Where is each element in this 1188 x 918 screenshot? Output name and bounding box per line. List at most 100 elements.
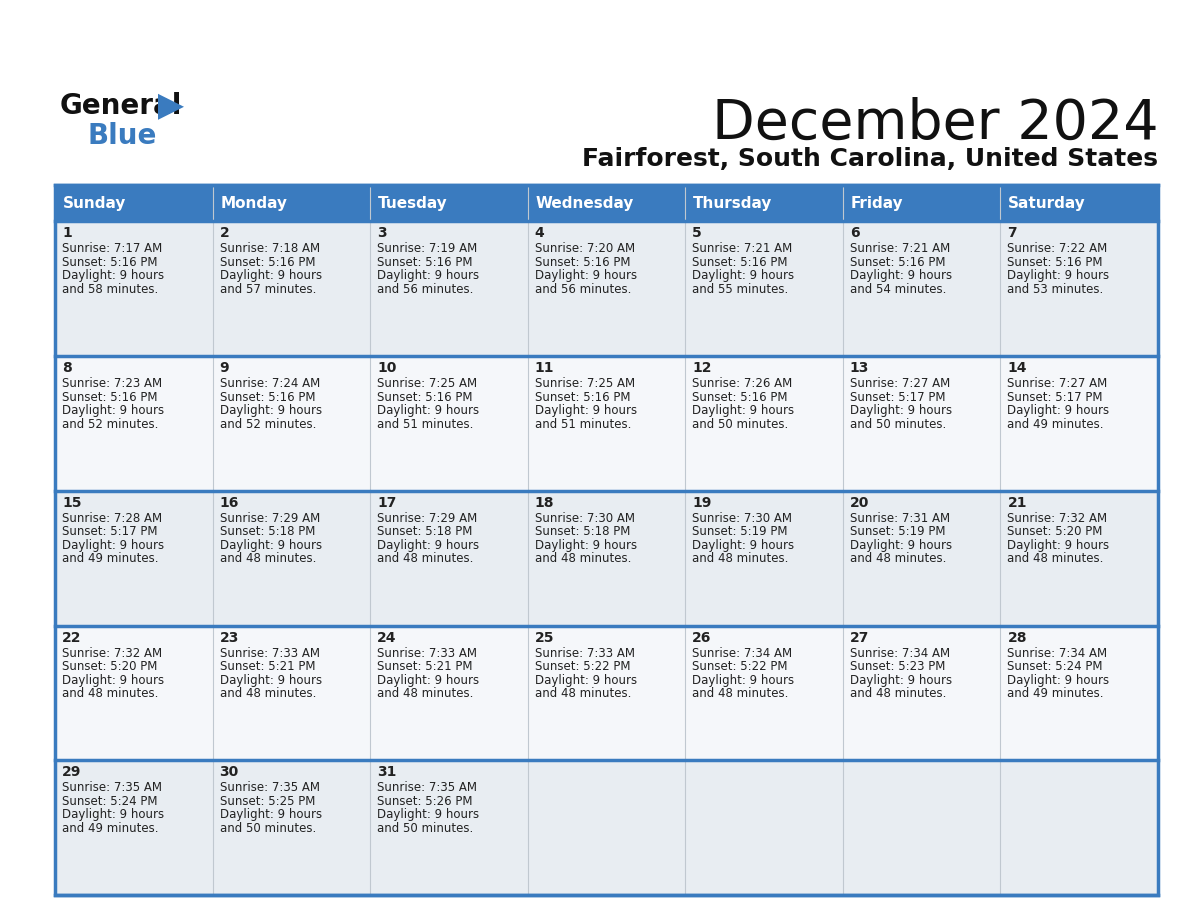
Text: and 56 minutes.: and 56 minutes. xyxy=(535,283,631,296)
Text: Sunset: 5:26 PM: Sunset: 5:26 PM xyxy=(377,795,473,808)
Text: Sunrise: 7:32 AM: Sunrise: 7:32 AM xyxy=(62,646,162,660)
Text: Daylight: 9 hours: Daylight: 9 hours xyxy=(62,404,164,417)
Text: Sunrise: 7:25 AM: Sunrise: 7:25 AM xyxy=(535,377,634,390)
Text: 14: 14 xyxy=(1007,361,1026,375)
Bar xyxy=(213,625,371,760)
Text: Daylight: 9 hours: Daylight: 9 hours xyxy=(693,270,795,283)
Text: 28: 28 xyxy=(1007,631,1026,644)
Text: and 48 minutes.: and 48 minutes. xyxy=(693,553,789,565)
Bar xyxy=(842,185,1000,221)
Bar xyxy=(213,185,371,221)
Text: and 49 minutes.: and 49 minutes. xyxy=(1007,418,1104,431)
Text: Sunrise: 7:33 AM: Sunrise: 7:33 AM xyxy=(377,646,478,660)
Text: and 48 minutes.: and 48 minutes. xyxy=(377,687,474,700)
Bar xyxy=(1000,221,1158,356)
Text: 19: 19 xyxy=(693,496,712,509)
Text: and 49 minutes.: and 49 minutes. xyxy=(62,553,158,565)
Text: Daylight: 9 hours: Daylight: 9 hours xyxy=(1007,270,1110,283)
Text: Daylight: 9 hours: Daylight: 9 hours xyxy=(62,674,164,687)
Text: 30: 30 xyxy=(220,766,239,779)
Text: Sunrise: 7:23 AM: Sunrise: 7:23 AM xyxy=(62,377,162,390)
Text: Daylight: 9 hours: Daylight: 9 hours xyxy=(849,539,952,552)
Text: Sunrise: 7:34 AM: Sunrise: 7:34 AM xyxy=(1007,646,1107,660)
Bar xyxy=(685,356,842,491)
Text: Sunrise: 7:27 AM: Sunrise: 7:27 AM xyxy=(849,377,950,390)
Bar xyxy=(55,185,213,221)
Text: 4: 4 xyxy=(535,227,544,241)
Text: Sunrise: 7:32 AM: Sunrise: 7:32 AM xyxy=(1007,512,1107,525)
Bar xyxy=(213,491,371,625)
Bar xyxy=(371,185,527,221)
Text: and 58 minutes.: and 58 minutes. xyxy=(62,283,158,296)
Text: Daylight: 9 hours: Daylight: 9 hours xyxy=(849,270,952,283)
Text: Sunrise: 7:35 AM: Sunrise: 7:35 AM xyxy=(220,781,320,794)
Text: 24: 24 xyxy=(377,631,397,644)
Text: Sunrise: 7:35 AM: Sunrise: 7:35 AM xyxy=(377,781,478,794)
Text: 25: 25 xyxy=(535,631,555,644)
Text: Sunrise: 7:26 AM: Sunrise: 7:26 AM xyxy=(693,377,792,390)
Bar xyxy=(685,760,842,895)
Text: Sunset: 5:16 PM: Sunset: 5:16 PM xyxy=(220,391,315,404)
Text: Sunday: Sunday xyxy=(63,196,126,211)
Text: and 49 minutes.: and 49 minutes. xyxy=(62,822,158,834)
Text: and 48 minutes.: and 48 minutes. xyxy=(693,687,789,700)
Text: and 55 minutes.: and 55 minutes. xyxy=(693,283,789,296)
Text: and 48 minutes.: and 48 minutes. xyxy=(220,687,316,700)
Text: and 48 minutes.: and 48 minutes. xyxy=(220,553,316,565)
Text: Sunset: 5:20 PM: Sunset: 5:20 PM xyxy=(62,660,157,673)
Text: 6: 6 xyxy=(849,227,859,241)
Text: and 50 minutes.: and 50 minutes. xyxy=(220,822,316,834)
Bar xyxy=(371,491,527,625)
Text: Daylight: 9 hours: Daylight: 9 hours xyxy=(693,674,795,687)
Bar xyxy=(55,356,213,491)
Text: 15: 15 xyxy=(62,496,82,509)
Text: Daylight: 9 hours: Daylight: 9 hours xyxy=(849,404,952,417)
Text: and 49 minutes.: and 49 minutes. xyxy=(1007,687,1104,700)
Text: Daylight: 9 hours: Daylight: 9 hours xyxy=(377,674,479,687)
Text: Tuesday: Tuesday xyxy=(378,196,448,211)
Text: Sunset: 5:18 PM: Sunset: 5:18 PM xyxy=(220,525,315,538)
Bar xyxy=(1000,185,1158,221)
Text: Fairforest, South Carolina, United States: Fairforest, South Carolina, United State… xyxy=(582,147,1158,171)
Text: 23: 23 xyxy=(220,631,239,644)
Text: Sunset: 5:16 PM: Sunset: 5:16 PM xyxy=(535,391,630,404)
Text: 7: 7 xyxy=(1007,227,1017,241)
Text: Sunset: 5:18 PM: Sunset: 5:18 PM xyxy=(535,525,630,538)
Bar xyxy=(371,356,527,491)
Text: Sunrise: 7:34 AM: Sunrise: 7:34 AM xyxy=(693,646,792,660)
Text: Daylight: 9 hours: Daylight: 9 hours xyxy=(535,404,637,417)
Text: Sunset: 5:16 PM: Sunset: 5:16 PM xyxy=(535,256,630,269)
Text: December 2024: December 2024 xyxy=(712,96,1158,151)
Text: and 48 minutes.: and 48 minutes. xyxy=(849,687,946,700)
Text: 29: 29 xyxy=(62,766,81,779)
Text: Sunrise: 7:30 AM: Sunrise: 7:30 AM xyxy=(535,512,634,525)
Text: and 48 minutes.: and 48 minutes. xyxy=(535,553,631,565)
Text: Sunset: 5:16 PM: Sunset: 5:16 PM xyxy=(377,256,473,269)
Bar xyxy=(1000,625,1158,760)
Text: 20: 20 xyxy=(849,496,870,509)
Text: Sunrise: 7:31 AM: Sunrise: 7:31 AM xyxy=(849,512,950,525)
Text: and 50 minutes.: and 50 minutes. xyxy=(849,418,946,431)
Text: and 48 minutes.: and 48 minutes. xyxy=(377,553,474,565)
Bar xyxy=(527,221,685,356)
Text: Daylight: 9 hours: Daylight: 9 hours xyxy=(535,270,637,283)
Text: Sunset: 5:24 PM: Sunset: 5:24 PM xyxy=(62,795,158,808)
Text: and 48 minutes.: and 48 minutes. xyxy=(1007,553,1104,565)
Bar xyxy=(55,185,1158,895)
Text: Sunset: 5:20 PM: Sunset: 5:20 PM xyxy=(1007,525,1102,538)
Text: Sunset: 5:16 PM: Sunset: 5:16 PM xyxy=(1007,256,1102,269)
Bar xyxy=(213,356,371,491)
Text: Daylight: 9 hours: Daylight: 9 hours xyxy=(535,539,637,552)
Text: Daylight: 9 hours: Daylight: 9 hours xyxy=(220,809,322,822)
Bar xyxy=(55,221,213,356)
Text: Daylight: 9 hours: Daylight: 9 hours xyxy=(1007,539,1110,552)
Text: Sunset: 5:17 PM: Sunset: 5:17 PM xyxy=(62,525,158,538)
Text: Sunset: 5:21 PM: Sunset: 5:21 PM xyxy=(220,660,315,673)
Bar xyxy=(55,625,213,760)
Text: Daylight: 9 hours: Daylight: 9 hours xyxy=(220,539,322,552)
Bar xyxy=(685,185,842,221)
Text: and 51 minutes.: and 51 minutes. xyxy=(535,418,631,431)
Text: Friday: Friday xyxy=(851,196,903,211)
Text: 17: 17 xyxy=(377,496,397,509)
Text: and 48 minutes.: and 48 minutes. xyxy=(535,687,631,700)
